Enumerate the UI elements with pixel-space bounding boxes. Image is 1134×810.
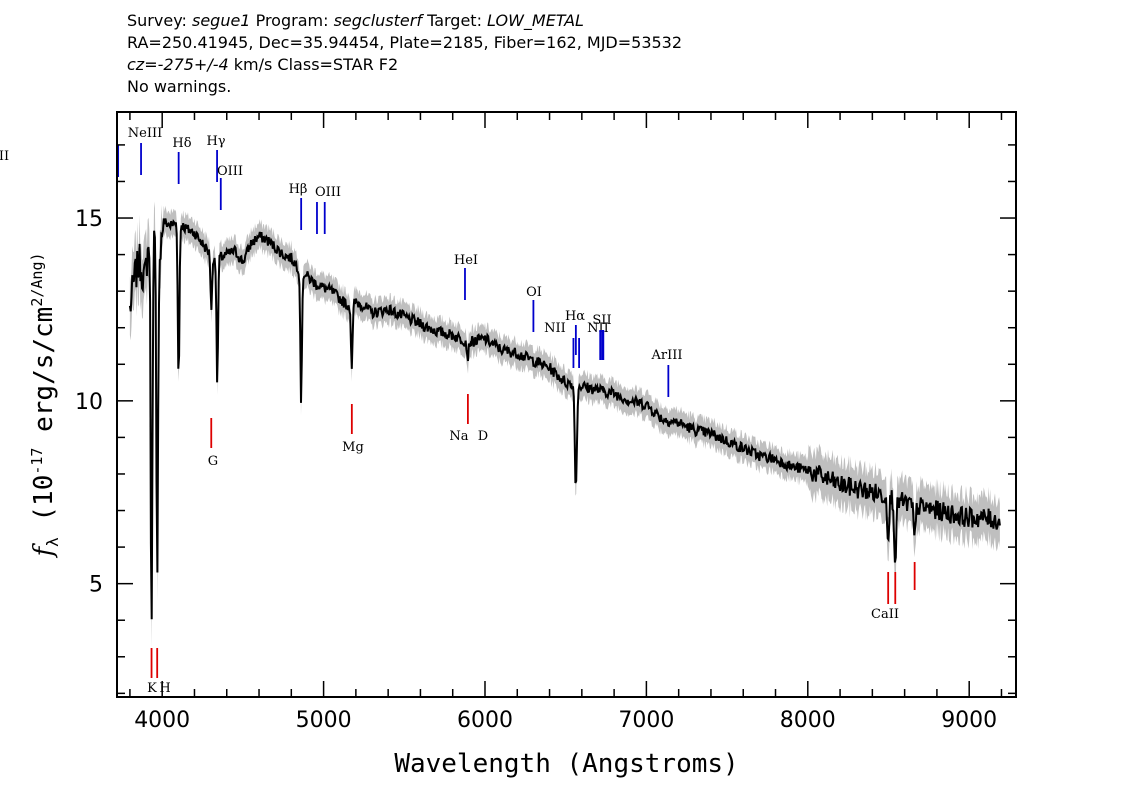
absorption-line-label: H	[159, 681, 170, 696]
flux-series-line	[128, 218, 1001, 620]
emission-line-label: OIII	[315, 185, 341, 200]
emission-line-label: Hβ	[289, 182, 308, 197]
axes-layer: 4000 5000 6000 7000 8000 9000 5 10 15	[75, 111, 1017, 733]
header-survey-line: Survey: segue1 Program: segclusterf Targ…	[127, 10, 682, 32]
plot-frame	[116, 111, 1017, 698]
emission-line-label: OI	[526, 285, 542, 300]
cz-units-class: km/s Class=STAR F2	[233, 55, 399, 74]
y-tick-label: 15	[75, 207, 103, 232]
emission-line-label: Hγ	[206, 134, 225, 149]
spectrum-header: Survey: segue1 Program: segclusterf Targ…	[127, 10, 682, 98]
survey-value: segue1	[191, 11, 251, 30]
y-tick-label: 10	[75, 390, 103, 415]
absorption-line-label: K	[147, 681, 157, 696]
absorption-line-label: Mg	[342, 440, 364, 455]
target-value: LOW_METAL	[487, 11, 584, 30]
x-tick-label: 6000	[457, 708, 513, 733]
emission-line-label: OIII	[217, 164, 243, 179]
survey-label: Survey:	[127, 11, 187, 30]
x-tick-label: 8000	[780, 708, 836, 733]
absorption-line-label: CaII	[871, 607, 899, 622]
emission-line-label: HeI	[454, 253, 478, 268]
header-coordinates-line: RA=250.41945, Dec=35.94454, Plate=2185, …	[127, 33, 683, 52]
emission-line-label: Hα	[565, 309, 585, 324]
x-tick-label: 7000	[618, 708, 674, 733]
program-value: segclusterf	[333, 11, 422, 30]
absorption-line-label: Na	[449, 429, 468, 444]
emission-line-label: II	[0, 149, 9, 164]
flux-layer	[128, 218, 1001, 620]
absorption-line-label: D	[478, 429, 488, 444]
cz-label: cz=	[127, 55, 158, 74]
emission-line-label: SII	[592, 313, 611, 328]
absorption-line-label: G	[208, 454, 218, 469]
y-axis-title: fλ (10-17 erg/s/cm2/Ang)	[28, 252, 62, 558]
emission-line-label: Hδ	[172, 136, 191, 151]
cz-value: -275+/-4	[157, 55, 229, 74]
x-axis-title: Wavelength (Angstroms)	[394, 749, 738, 779]
error-band-layer	[129, 201, 1000, 649]
header-redshift-line: cz=-275+/-4 km/s Class=STAR F2	[127, 54, 682, 76]
program-label: Program:	[255, 11, 329, 30]
emission-line-label: ArIII	[650, 348, 682, 363]
error-band	[129, 201, 1000, 649]
emission-line-label: NeIII	[128, 126, 162, 141]
y-tick-label: 5	[89, 573, 103, 598]
emission-line-label: NII	[544, 321, 566, 336]
target-label: Target:	[427, 11, 482, 30]
x-tick-label: 5000	[296, 708, 352, 733]
x-tick-label: 9000	[941, 708, 997, 733]
header-warnings-line: No warnings.	[127, 77, 232, 96]
x-tick-label: 4000	[134, 708, 190, 733]
